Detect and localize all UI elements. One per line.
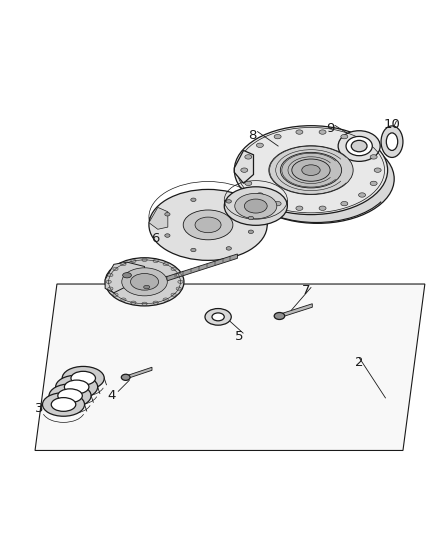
Ellipse shape	[142, 259, 147, 262]
Ellipse shape	[121, 374, 130, 381]
Text: 9: 9	[326, 122, 335, 135]
Ellipse shape	[113, 268, 118, 271]
Ellipse shape	[171, 268, 176, 271]
Text: 4: 4	[107, 389, 116, 402]
Ellipse shape	[226, 200, 231, 203]
Ellipse shape	[241, 134, 394, 223]
Ellipse shape	[235, 193, 277, 219]
Ellipse shape	[171, 293, 176, 296]
Ellipse shape	[374, 168, 381, 172]
Ellipse shape	[176, 287, 181, 290]
Ellipse shape	[122, 268, 167, 296]
Ellipse shape	[359, 193, 366, 197]
Ellipse shape	[142, 302, 147, 305]
Ellipse shape	[370, 155, 377, 159]
Ellipse shape	[296, 130, 303, 134]
Polygon shape	[159, 254, 237, 284]
Ellipse shape	[165, 213, 170, 216]
Ellipse shape	[248, 230, 254, 233]
Ellipse shape	[51, 398, 76, 411]
Text: 3: 3	[35, 402, 44, 415]
Ellipse shape	[296, 206, 303, 211]
Ellipse shape	[113, 293, 118, 296]
Ellipse shape	[131, 273, 159, 290]
Ellipse shape	[224, 187, 287, 225]
Ellipse shape	[205, 309, 231, 325]
Text: 10: 10	[384, 118, 400, 131]
Ellipse shape	[123, 273, 131, 278]
Ellipse shape	[42, 393, 85, 416]
Ellipse shape	[274, 134, 281, 139]
Ellipse shape	[274, 201, 281, 206]
Ellipse shape	[121, 298, 126, 301]
Ellipse shape	[234, 126, 388, 215]
Ellipse shape	[163, 298, 168, 301]
Ellipse shape	[183, 210, 233, 240]
Ellipse shape	[149, 189, 267, 260]
Ellipse shape	[319, 206, 326, 211]
Ellipse shape	[319, 130, 326, 134]
Text: 2: 2	[355, 357, 364, 369]
Ellipse shape	[64, 380, 89, 394]
Ellipse shape	[195, 217, 221, 233]
Ellipse shape	[131, 301, 136, 304]
Ellipse shape	[338, 131, 380, 161]
Ellipse shape	[165, 234, 170, 237]
Ellipse shape	[359, 143, 366, 148]
Ellipse shape	[386, 133, 398, 150]
Ellipse shape	[121, 262, 126, 266]
Ellipse shape	[106, 280, 111, 284]
Ellipse shape	[62, 366, 104, 390]
Ellipse shape	[56, 375, 98, 399]
Ellipse shape	[341, 201, 348, 206]
Ellipse shape	[346, 136, 372, 156]
Ellipse shape	[269, 146, 353, 195]
Ellipse shape	[370, 181, 377, 185]
Ellipse shape	[302, 165, 320, 175]
Ellipse shape	[191, 248, 196, 252]
Ellipse shape	[212, 313, 224, 321]
Ellipse shape	[381, 126, 403, 157]
Ellipse shape	[144, 285, 150, 289]
Ellipse shape	[108, 287, 113, 290]
Polygon shape	[105, 262, 145, 293]
Ellipse shape	[153, 301, 158, 304]
Ellipse shape	[256, 143, 263, 148]
Polygon shape	[234, 150, 254, 183]
Ellipse shape	[153, 260, 158, 263]
Text: 6: 6	[151, 231, 160, 245]
Text: 7: 7	[302, 284, 311, 297]
Ellipse shape	[108, 273, 113, 277]
Ellipse shape	[191, 198, 196, 201]
Ellipse shape	[292, 159, 330, 181]
Text: 8: 8	[247, 128, 256, 142]
Polygon shape	[126, 367, 152, 379]
Ellipse shape	[248, 216, 254, 220]
Ellipse shape	[71, 372, 95, 385]
Ellipse shape	[351, 140, 367, 152]
Ellipse shape	[226, 247, 231, 250]
Ellipse shape	[58, 389, 82, 402]
Ellipse shape	[178, 280, 183, 284]
Text: 5: 5	[234, 330, 243, 343]
Ellipse shape	[163, 262, 168, 266]
Ellipse shape	[274, 312, 285, 319]
Ellipse shape	[241, 168, 248, 172]
Ellipse shape	[131, 260, 136, 263]
Ellipse shape	[245, 181, 252, 185]
Polygon shape	[149, 207, 168, 229]
Ellipse shape	[176, 273, 181, 277]
Ellipse shape	[244, 199, 267, 213]
Ellipse shape	[341, 134, 348, 139]
Ellipse shape	[245, 155, 252, 159]
Polygon shape	[279, 304, 312, 318]
Ellipse shape	[105, 258, 184, 306]
Polygon shape	[35, 284, 425, 450]
Ellipse shape	[49, 384, 91, 408]
Ellipse shape	[280, 152, 342, 188]
Ellipse shape	[256, 193, 263, 197]
